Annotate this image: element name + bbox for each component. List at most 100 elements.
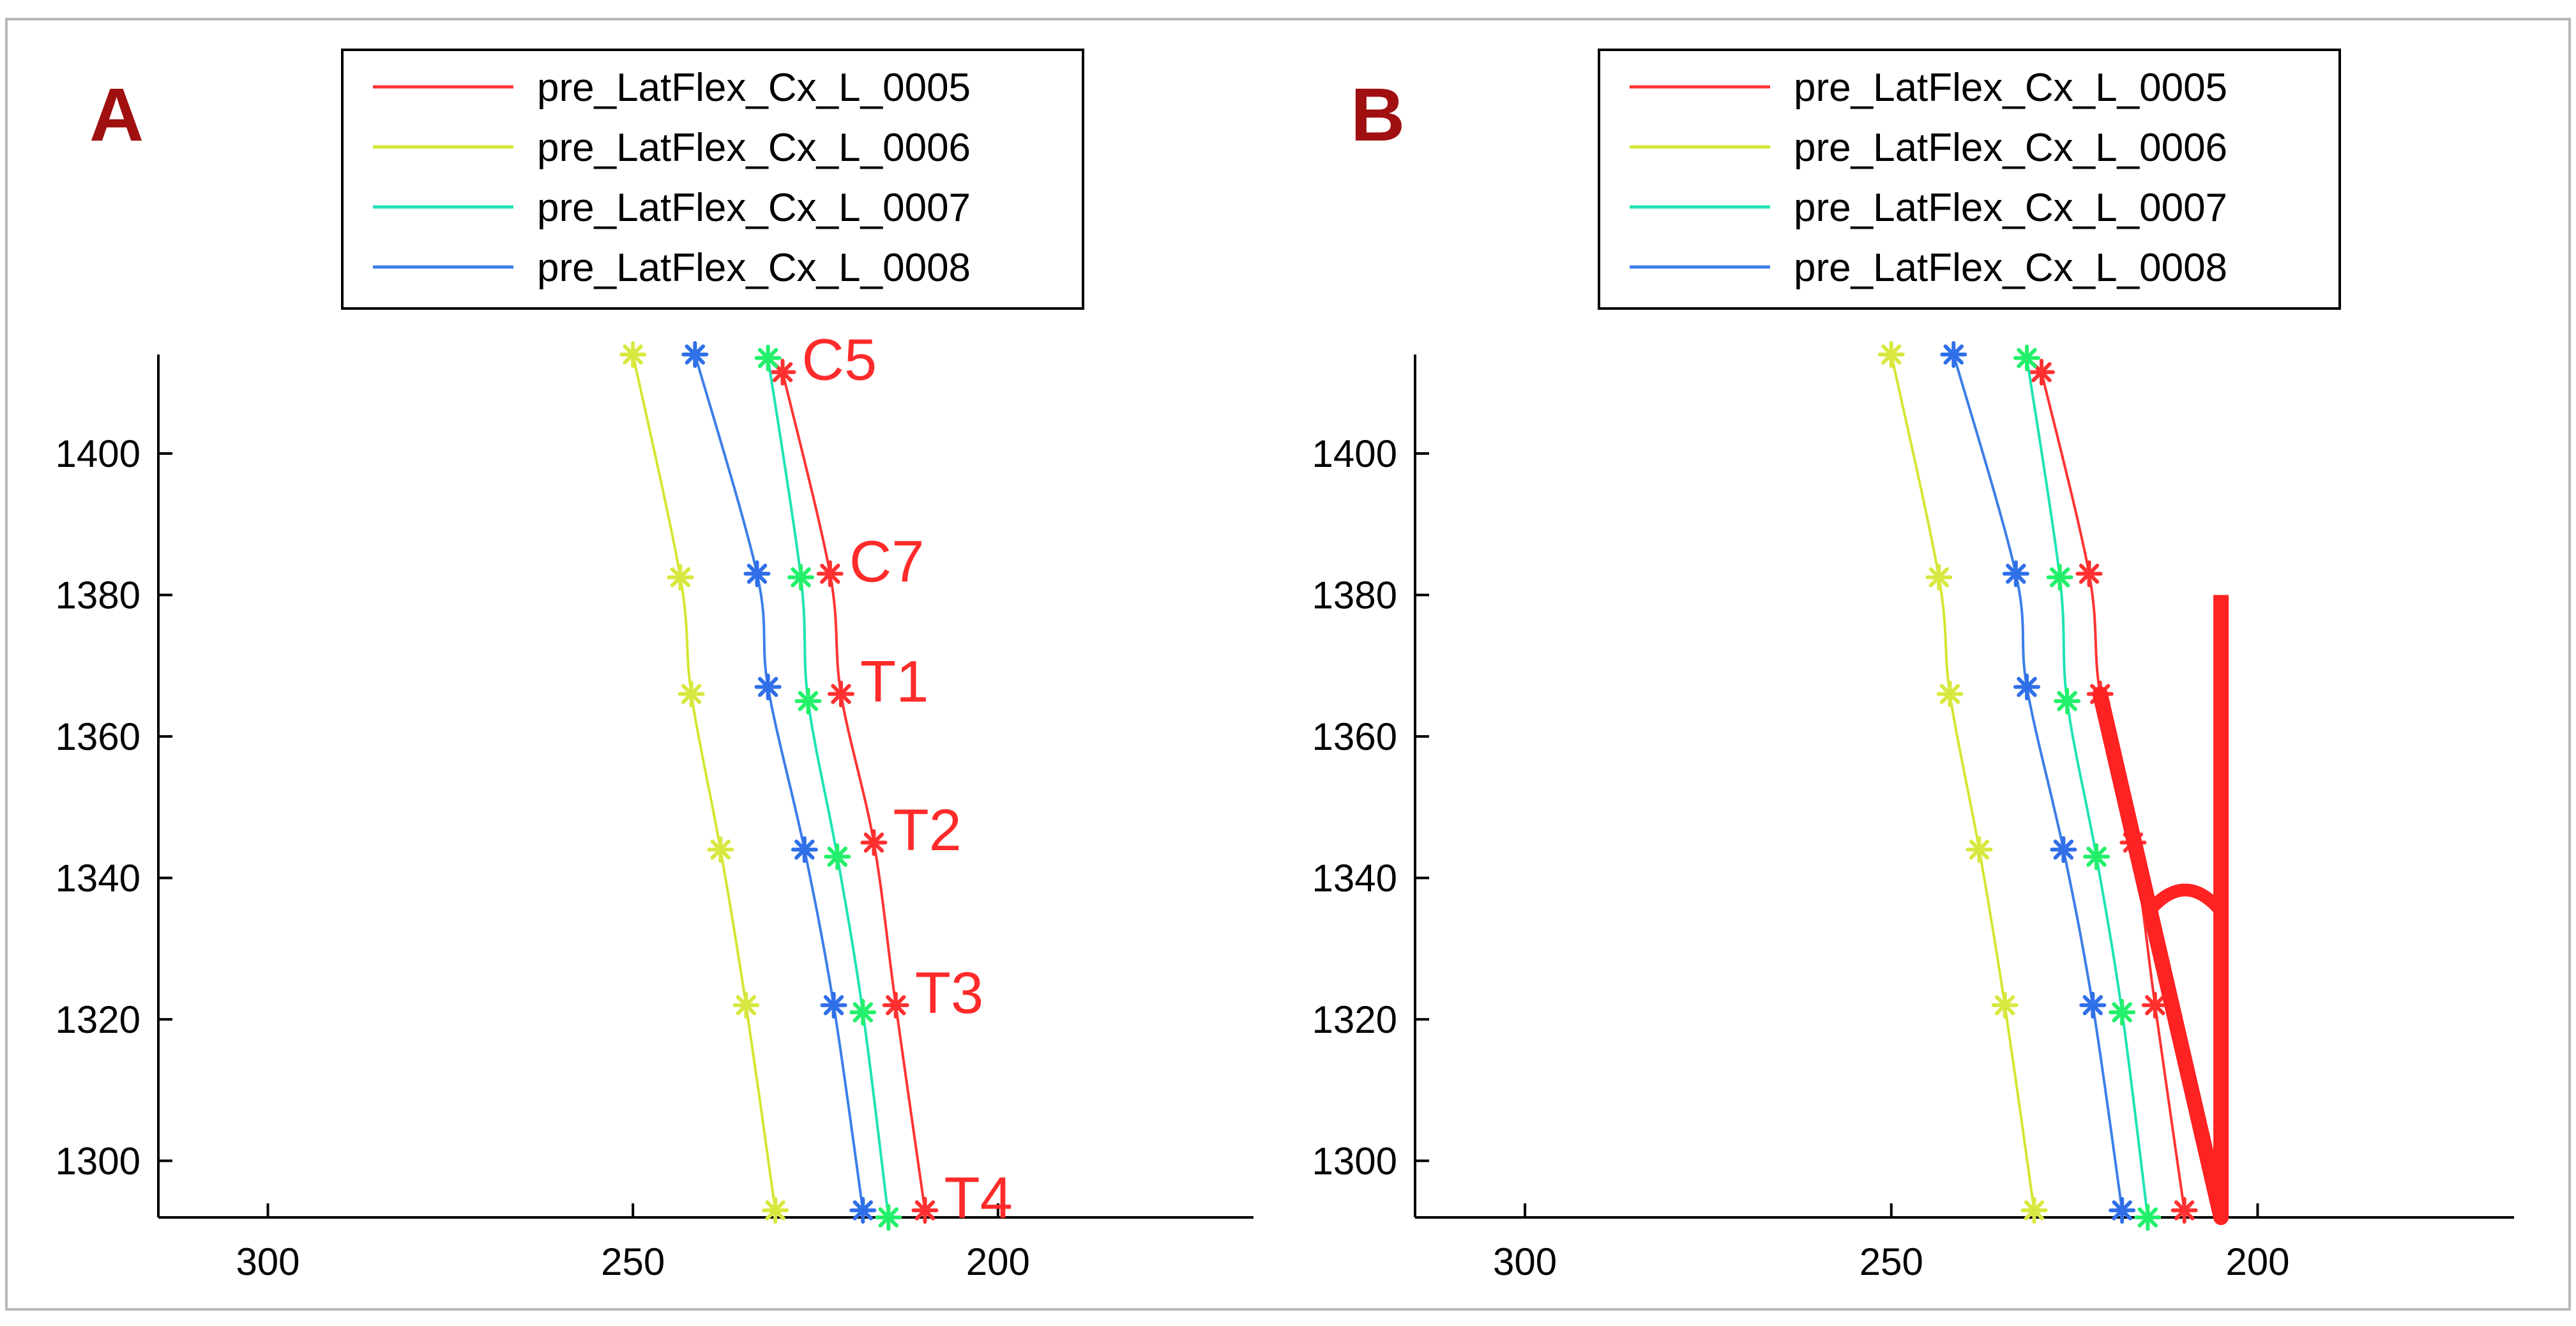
panel-b-plot: 1300 1320 1340 1360 1380 1400 300 250 200: [1312, 341, 2514, 1283]
y-tick-label: 1300: [56, 1139, 140, 1182]
data-point-pre_LatFlex_Cx_L_0007-stroke: [791, 567, 811, 588]
series-line-pre_LatFlex_Cx_L_0005: [781, 372, 927, 1211]
x-tick-label: 200: [2225, 1240, 2289, 1283]
data-point-pre_LatFlex_Cx_L_0008-stroke: [757, 676, 778, 697]
data-point-pre_LatFlex_Cx_L_0006: [619, 341, 647, 368]
data-point-pre_LatFlex_Cx_L_0006: [667, 563, 694, 591]
data-point-pre_LatFlex_Cx_L_0006: [707, 836, 734, 864]
data-point-pre_LatFlex_Cx_L_0007-stroke: [757, 347, 778, 369]
data-point-pre_LatFlex_Cx_L_0008: [743, 560, 771, 588]
series-line-pre_LatFlex_Cx_L_0007: [766, 358, 890, 1218]
data-point-pre_LatFlex_Cx_L_0006: [1966, 836, 1993, 864]
data-point-pre_LatFlex_Cx_L_0007: [2109, 998, 2136, 1026]
legend-label-pre_LatFlex_Cx_L_0008: pre_LatFlex_Cx_L_0008: [537, 246, 971, 290]
data-point-pre_LatFlex_Cx_L_0007-stroke: [2112, 1002, 2132, 1023]
data-point-pre_LatFlex_Cx_L_0006-stroke: [736, 995, 757, 1016]
data-point-pre_LatFlex_Cx_L_0005-stroke: [831, 683, 851, 705]
data-point-pre_LatFlex_Cx_L_0006-stroke: [1939, 683, 1960, 705]
y-tick-label: 1320: [56, 998, 140, 1041]
data-point-pre_LatFlex_Cx_L_0006: [1877, 341, 1905, 368]
series-line-pre_LatFlex_Cx_L_0007: [2026, 358, 2149, 1218]
legend-label-pre_LatFlex_Cx_L_0007: pre_LatFlex_Cx_L_0007: [1794, 186, 2227, 230]
data-point-pre_LatFlex_Cx_L_0005: [882, 991, 909, 1019]
data-point-pre_LatFlex_Cx_L_0007: [754, 344, 782, 372]
x-tick-label: 250: [1860, 1240, 1923, 1283]
data-point-pre_LatFlex_Cx_L_0005-stroke: [886, 995, 906, 1016]
data-point-pre_LatFlex_Cx_L_0006-stroke: [1969, 839, 1990, 860]
panel-a-label: A: [89, 73, 144, 157]
angle-overlay: [2092, 595, 2229, 1225]
legend-label-pre_LatFlex_Cx_L_0008: pre_LatFlex_Cx_L_0008: [1794, 246, 2227, 290]
y-tick-label: 1380: [56, 574, 140, 617]
data-point-pre_LatFlex_Cx_L_0007-stroke: [2049, 567, 2070, 588]
data-point-pre_LatFlex_Cx_L_0005-stroke: [772, 362, 793, 383]
data-point-pre_LatFlex_Cx_L_0008: [2050, 836, 2077, 864]
data-point-pre_LatFlex_Cx_L_0006-stroke: [1881, 344, 1902, 365]
data-point-pre_LatFlex_Cx_L_0006-stroke: [765, 1200, 785, 1221]
vertebra-label-C7: C7: [849, 529, 925, 594]
data-point-pre_LatFlex_Cx_L_0007: [875, 1204, 902, 1231]
data-point-pre_LatFlex_Cx_L_0005: [816, 560, 844, 588]
data-point-pre_LatFlex_Cx_L_0007: [2054, 687, 2081, 715]
data-point-pre_LatFlex_Cx_L_0008-stroke: [2112, 1200, 2132, 1221]
x-tick-label: 200: [966, 1240, 1030, 1283]
legend-label-pre_LatFlex_Cx_L_0006: pre_LatFlex_Cx_L_0006: [1794, 126, 2227, 170]
data-point-pre_LatFlex_Cx_L_0005: [2075, 560, 2103, 588]
data-point-pre_LatFlex_Cx_L_0008-stroke: [2006, 563, 2026, 584]
data-point-pre_LatFlex_Cx_L_0006: [1925, 563, 1953, 591]
vertebra-label-T4: T4: [944, 1166, 1013, 1231]
y-tick-label: 1340: [1312, 857, 1397, 899]
data-point-pre_LatFlex_Cx_L_0007-stroke: [2086, 846, 2107, 867]
figure-border: [5, 18, 2571, 1311]
data-point-pre_LatFlex_Cx_L_0007: [2013, 344, 2041, 372]
vertebra-label-T1: T1: [860, 650, 928, 715]
legend-label-pre_LatFlex_Cx_L_0005: pre_LatFlex_Cx_L_0005: [537, 66, 971, 110]
data-point-pre_LatFlex_Cx_L_0005: [911, 1196, 939, 1224]
data-point-pre_LatFlex_Cx_L_0007: [794, 687, 822, 715]
data-point-pre_LatFlex_Cx_L_0008-stroke: [794, 839, 815, 860]
data-point-pre_LatFlex_Cx_L_0008: [791, 836, 818, 864]
data-point-pre_LatFlex_Cx_L_0005-stroke: [2145, 995, 2165, 1016]
angle-slanted-line: [2092, 686, 2229, 1225]
data-point-pre_LatFlex_Cx_L_0005-stroke: [2031, 362, 2052, 383]
data-point-pre_LatFlex_Cx_L_0007-stroke: [827, 846, 848, 867]
panel-b: B 1300 1320 1340 1360 1380 1400 300 250 200 pre_…: [1312, 49, 2514, 1283]
data-point-pre_LatFlex_Cx_L_0007-stroke: [2137, 1207, 2158, 1228]
data-point-pre_LatFlex_Cx_L_0008: [1940, 341, 1967, 368]
data-point-pre_LatFlex_Cx_L_0006-stroke: [670, 567, 691, 588]
y-tick-label: 1360: [56, 715, 140, 758]
legend-label-pre_LatFlex_Cx_L_0007: pre_LatFlex_Cx_L_0007: [537, 186, 971, 230]
data-point-pre_LatFlex_Cx_L_0005-stroke: [820, 563, 840, 584]
y-tick-label: 1340: [56, 857, 140, 899]
y-tick-label: 1380: [1312, 574, 1397, 617]
data-point-pre_LatFlex_Cx_L_0006: [2020, 1196, 2048, 1224]
data-point-pre_LatFlex_Cx_L_0007-stroke: [852, 1002, 874, 1023]
data-point-pre_LatFlex_Cx_L_0005-stroke: [863, 832, 884, 853]
data-point-pre_LatFlex_Cx_L_0007: [824, 843, 851, 871]
x-tick-label: 300: [1493, 1240, 1557, 1283]
legend-label-pre_LatFlex_Cx_L_0006: pre_LatFlex_Cx_L_0006: [537, 126, 971, 170]
x-tick-label: 250: [601, 1240, 665, 1283]
data-point-pre_LatFlex_Cx_L_0008: [820, 991, 847, 1019]
y-tick-label: 1400: [1312, 432, 1397, 475]
data-point-pre_LatFlex_Cx_L_0007: [2083, 843, 2110, 871]
data-point-pre_LatFlex_Cx_L_0006: [1991, 991, 2019, 1019]
vertebra-label-T2: T2: [893, 798, 961, 863]
data-point-pre_LatFlex_Cx_L_0008: [2109, 1196, 2136, 1224]
data-point-pre_LatFlex_Cx_L_0008-stroke: [2082, 995, 2103, 1016]
data-point-pre_LatFlex_Cx_L_0006: [678, 680, 705, 708]
panel-a-legend: pre_LatFlex_Cx_L_0005 pre_LatFlex_Cx_L_00…: [341, 49, 1084, 310]
data-point-pre_LatFlex_Cx_L_0005-stroke: [914, 1200, 936, 1221]
angle-arc: [2142, 883, 2228, 918]
data-point-pre_LatFlex_Cx_L_0006: [1936, 680, 1964, 708]
panel-b-legend: pre_LatFlex_Cx_L_0005 pre_LatFlex_Cx_L_00…: [1598, 49, 2341, 310]
data-point-pre_LatFlex_Cx_L_0007: [2134, 1204, 2162, 1231]
data-point-pre_LatFlex_Cx_L_0006-stroke: [681, 683, 702, 705]
data-point-pre_LatFlex_Cx_L_0006: [762, 1196, 789, 1224]
data-point-pre_LatFlex_Cx_L_0008: [849, 1196, 877, 1224]
data-point-pre_LatFlex_Cx_L_0006-stroke: [2024, 1200, 2045, 1221]
vertebra-label-T3: T3: [915, 961, 983, 1026]
series-line-pre_LatFlex_Cx_L_0006: [632, 354, 777, 1211]
data-point-pre_LatFlex_Cx_L_0007-stroke: [878, 1207, 899, 1228]
